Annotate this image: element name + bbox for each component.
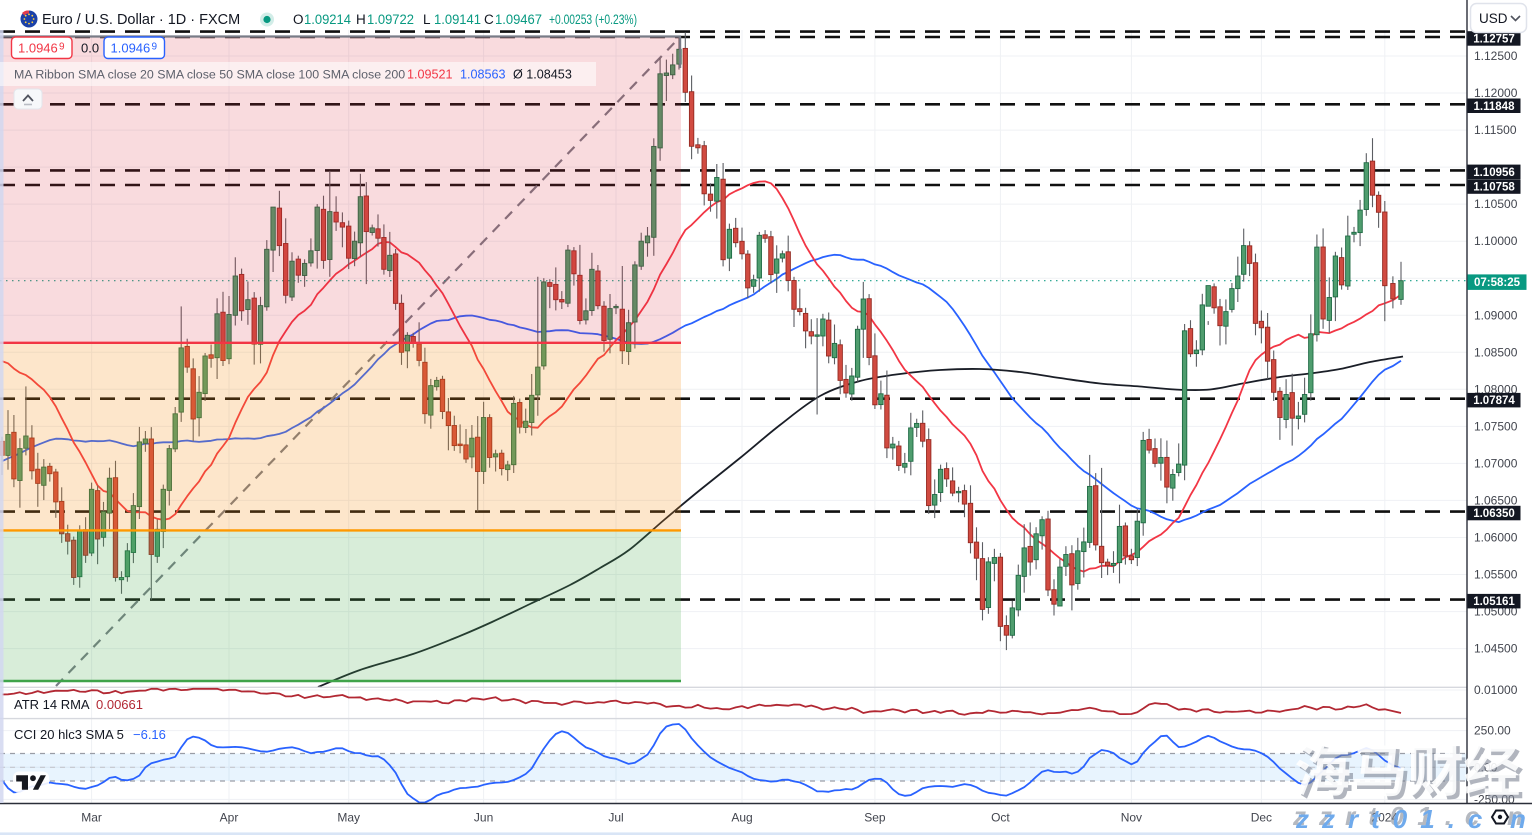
svg-text:1.10758: 1.10758 <box>1473 182 1515 194</box>
svg-text:1.04500: 1.04500 <box>1474 642 1518 656</box>
svg-text:1.0946: 1.0946 <box>111 41 151 56</box>
svg-text:1.09214: 1.09214 <box>304 12 351 27</box>
svg-text:Nov: Nov <box>1121 811 1142 825</box>
svg-text:Sep: Sep <box>864 811 886 825</box>
svg-text:1.12500: 1.12500 <box>1474 49 1518 63</box>
svg-text:MA Ribbon SMA close 20 SMA clo: MA Ribbon SMA close 20 SMA close 50 SMA … <box>14 68 405 82</box>
svg-text:Jul: Jul <box>608 811 623 825</box>
svg-text:ATR 14 RMA: ATR 14 RMA <box>14 697 90 712</box>
svg-text:1.07874: 1.07874 <box>1473 395 1515 407</box>
svg-text:1.06500: 1.06500 <box>1474 493 1518 507</box>
svg-text:9: 9 <box>59 42 65 53</box>
svg-text:+0.00253 (+0.23%): +0.00253 (+0.23%) <box>549 12 637 27</box>
svg-text:zzrt01.c: zzrt01.c <box>1292 801 1492 831</box>
svg-text:1.05500: 1.05500 <box>1474 568 1518 582</box>
svg-text:1.10956: 1.10956 <box>1473 167 1515 179</box>
svg-text:1.11500: 1.11500 <box>1474 123 1517 137</box>
svg-text:1.08000: 1.08000 <box>1474 382 1518 396</box>
svg-text:C: C <box>484 12 494 27</box>
svg-text:1.06350: 1.06350 <box>1473 508 1515 520</box>
svg-text:0.00661: 0.00661 <box>96 697 143 712</box>
svg-text:1.06000: 1.06000 <box>1474 531 1518 545</box>
svg-text:9: 9 <box>152 42 158 53</box>
svg-text:L: L <box>423 12 431 27</box>
svg-text:n: n <box>1507 801 1523 831</box>
svg-text:Dec: Dec <box>1251 811 1272 825</box>
svg-text:zzrt01.c: zzrt01.c <box>1295 804 1495 834</box>
svg-text:1.11848: 1.11848 <box>1474 101 1516 113</box>
svg-text:1.07000: 1.07000 <box>1474 456 1518 470</box>
svg-text:1.08500: 1.08500 <box>1474 345 1518 359</box>
svg-text:2024: 2024 <box>1371 811 1398 825</box>
svg-text:250.00: 250.00 <box>1474 724 1511 738</box>
svg-text:1.09467: 1.09467 <box>495 12 542 27</box>
svg-text:1.07500: 1.07500 <box>1474 419 1518 433</box>
svg-text:−6.16: −6.16 <box>133 727 166 742</box>
svg-text:1.10000: 1.10000 <box>1474 234 1518 248</box>
svg-text:0.0: 0.0 <box>81 41 99 56</box>
svg-text:1.12757: 1.12757 <box>1473 34 1515 46</box>
svg-text:May: May <box>337 811 360 825</box>
svg-text:Ø 1.08453: Ø 1.08453 <box>513 68 572 82</box>
svg-text:n: n <box>1510 804 1526 834</box>
svg-text:O: O <box>293 12 304 27</box>
svg-text:1.12000: 1.12000 <box>1474 86 1518 100</box>
svg-text:1.09722: 1.09722 <box>367 12 414 27</box>
svg-text:1.09000: 1.09000 <box>1474 308 1518 322</box>
svg-text:USD: USD <box>1479 11 1508 26</box>
svg-text:Jun: Jun <box>474 811 493 825</box>
svg-text:1.08563: 1.08563 <box>460 68 506 82</box>
svg-text:CCI 20 hlc3 SMA 5: CCI 20 hlc3 SMA 5 <box>14 727 124 742</box>
svg-text:1.09141: 1.09141 <box>434 12 481 27</box>
svg-text:Mar: Mar <box>81 811 102 825</box>
svg-text:Euro / U.S. Dollar · 1D · FXCM: Euro / U.S. Dollar · 1D · FXCM <box>42 12 240 28</box>
svg-text:1.10500: 1.10500 <box>1474 197 1518 211</box>
svg-text:1.0946: 1.0946 <box>18 41 58 56</box>
svg-text:Aug: Aug <box>731 811 752 825</box>
svg-text:Oct: Oct <box>991 811 1010 825</box>
svg-text:1.09521: 1.09521 <box>407 68 453 82</box>
svg-text:Apr: Apr <box>220 811 239 825</box>
svg-text:0.01000: 0.01000 <box>1474 683 1518 697</box>
svg-text:H: H <box>356 12 366 27</box>
svg-text:1.05161: 1.05161 <box>1473 596 1515 608</box>
svg-text:07:58:25: 07:58:25 <box>1474 277 1521 289</box>
